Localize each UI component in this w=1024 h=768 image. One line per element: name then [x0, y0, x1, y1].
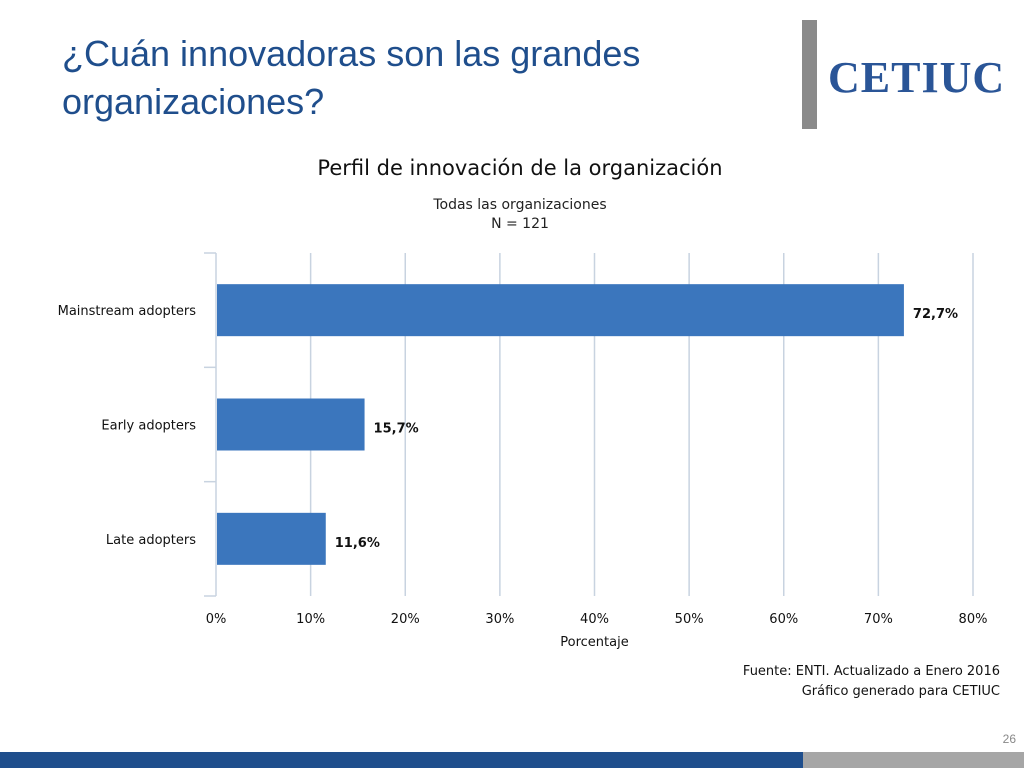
slide-title: ¿Cuán innovadoras son las grandes organi… [62, 33, 641, 122]
page-number: 26 [1002, 732, 1016, 746]
x-tick-label: 50% [675, 612, 704, 627]
footer-bar-blue [0, 752, 803, 768]
x-tick-label: 30% [485, 612, 514, 627]
source-line-1: Fuente: ENTI. Actualizado a Enero 2016 [742, 664, 1000, 679]
chart-title: Perfil de innovación de la organización [317, 156, 723, 180]
bar [217, 512, 326, 565]
x-tick-label: 0% [206, 612, 227, 627]
value-label: 15,7% [374, 422, 419, 437]
source-note: Fuente: ENTI. Actualizado a Enero 2016 G… [743, 662, 1000, 702]
category-label: Early adopters [101, 419, 196, 434]
source-line-2: Gráfico generado para CETIUC [801, 684, 1000, 699]
footer-bar-gray [803, 752, 1024, 768]
x-tick-label: 70% [864, 612, 893, 627]
bar [217, 284, 904, 337]
x-tick-label: 60% [769, 612, 798, 627]
cetiuc-logo: CETIUC [802, 20, 1012, 130]
x-axis-title: Porcentaje [560, 635, 628, 650]
x-tick-label: 40% [580, 612, 609, 627]
bar [217, 398, 365, 451]
x-tick-label: 10% [296, 612, 325, 627]
logo-text: CETIUC [828, 53, 1006, 102]
bar-chart: 0% 10% 20% 30% 40% 50% 60% 70% 80% Mainstream ado… [58, 252, 988, 650]
x-tick-label: 80% [959, 612, 988, 627]
chart-subtitle-line-1: Todas las organizaciones [433, 197, 607, 213]
category-label: Late adopters [106, 533, 196, 548]
chart-subtitle-line-2: N = 121 [491, 216, 549, 232]
chart-subtitle: Todas las organizaciones N = 121 [0, 196, 1024, 234]
category-label: Mainstream adopters [58, 304, 197, 319]
logo-bar [802, 20, 817, 129]
value-label: 72,7% [913, 307, 958, 322]
value-label: 11,6% [335, 536, 380, 551]
x-tick-label: 20% [391, 612, 420, 627]
